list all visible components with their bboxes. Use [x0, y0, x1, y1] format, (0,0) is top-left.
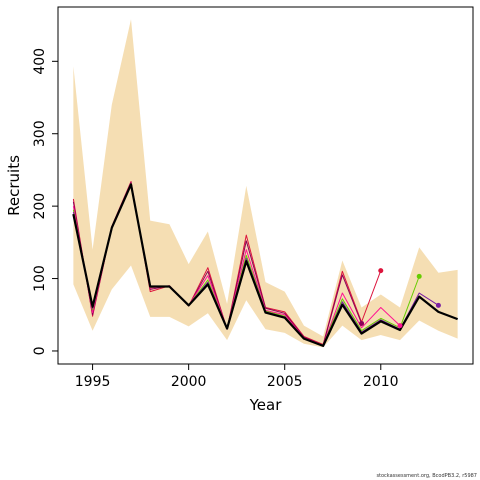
series-end-point-2 [359, 320, 365, 326]
x-axis-label: Year [249, 396, 283, 414]
y-axis-label: Recruits [5, 155, 23, 216]
confidence-band [73, 19, 458, 348]
series-end-point-3 [397, 323, 403, 329]
series-line-0 [72, 183, 459, 347]
x-axis: 1995 2000 2005 2010 [75, 364, 399, 390]
series-lines [72, 181, 459, 347]
plot-frame [57, 6, 474, 365]
y-tick-label: 200 [32, 193, 48, 220]
x-tick-label: 2010 [363, 374, 399, 390]
series-end-point-1 [378, 268, 384, 274]
x-tick-label: 2000 [171, 374, 207, 390]
y-tick-label: 300 [32, 120, 48, 147]
footnote: stockassessment.org, BcodPB3.2, r5987 [376, 473, 477, 479]
x-tick-label: 1995 [75, 374, 111, 390]
y-tick-label: 400 [32, 48, 48, 75]
y-tick-label: 0 [32, 347, 48, 356]
y-tick-label: 100 [32, 265, 48, 292]
x-tick-label: 2005 [267, 374, 303, 390]
band-area [73, 19, 458, 348]
y-axis: 0 100 200 300 400 [32, 48, 58, 355]
series-end-point-4 [416, 273, 422, 279]
series-end-points [359, 268, 441, 329]
series-end-point-5 [435, 302, 441, 308]
